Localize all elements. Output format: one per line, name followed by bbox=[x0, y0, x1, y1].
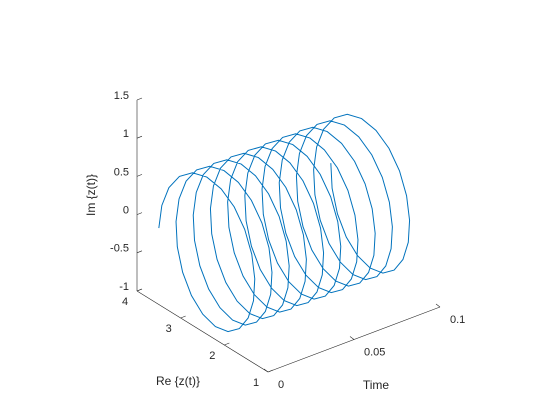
x-tick-label: 0.05 bbox=[364, 346, 385, 358]
y-tick bbox=[267, 369, 274, 373]
x-tick bbox=[349, 336, 355, 340]
z-tick bbox=[136, 135, 143, 139]
y-tick-label: 1 bbox=[253, 377, 259, 389]
helix-line bbox=[158, 113, 411, 333]
z-tick bbox=[136, 174, 143, 177]
z-tick-label: 0 bbox=[123, 205, 129, 217]
z-tick-label: -1 bbox=[119, 281, 129, 293]
z-tick bbox=[136, 97, 143, 101]
z-tick-label: -0.5 bbox=[110, 243, 129, 255]
z-tick-label: 1 bbox=[123, 128, 129, 140]
x-axis-label: Time bbox=[363, 378, 390, 392]
z-tick-label: 1.5 bbox=[114, 90, 129, 102]
y-tick-label: 4 bbox=[122, 296, 128, 308]
z-axis-label: Im {z(t)} bbox=[84, 174, 98, 216]
y-tick bbox=[224, 342, 230, 346]
z-tick-label: 0.5 bbox=[114, 166, 129, 178]
x-tick bbox=[263, 368, 269, 373]
y-tick-label: 2 bbox=[209, 350, 215, 362]
z-tick bbox=[136, 250, 143, 254]
y-tick bbox=[136, 288, 143, 292]
y-axis bbox=[136, 290, 269, 373]
y-axis-label: Re {z(t)} bbox=[156, 374, 200, 388]
z-tick bbox=[136, 212, 143, 215]
x-tick bbox=[435, 303, 441, 308]
y-tick-label: 3 bbox=[166, 323, 172, 335]
x-tick-label: 0.1 bbox=[450, 314, 465, 326]
x-tick-label: 0 bbox=[278, 379, 284, 391]
y-tick bbox=[180, 315, 186, 319]
